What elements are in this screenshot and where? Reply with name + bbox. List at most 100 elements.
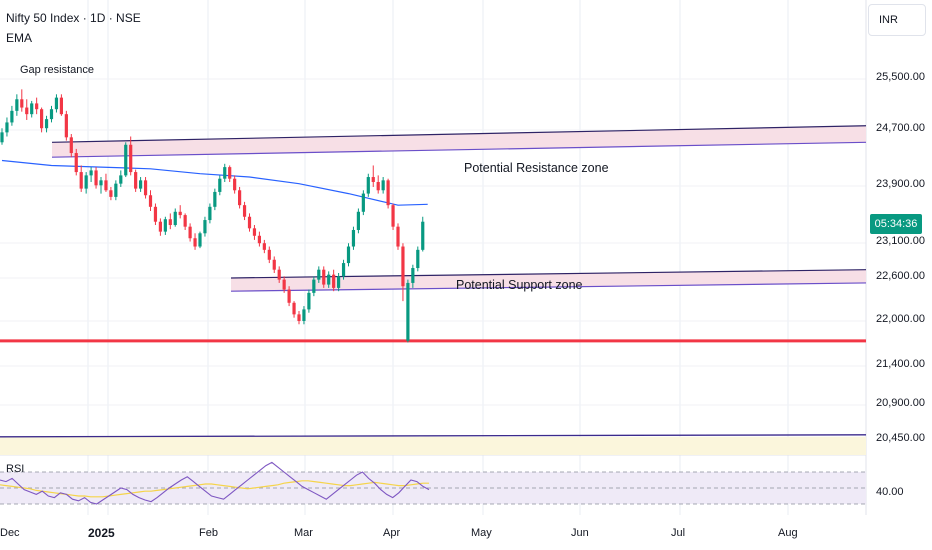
candle [124,142,128,178]
candle [411,264,415,288]
candle-body [401,246,405,287]
candle [351,226,356,250]
candle [114,180,118,201]
candle-body [109,190,113,197]
candle [406,279,410,343]
candle [40,107,44,133]
candle [20,89,24,112]
candle-body [238,190,242,206]
candle-body [262,243,266,250]
candle-body [223,167,227,179]
candle [218,175,222,196]
candle-body [208,206,212,221]
candle-body [391,205,395,227]
candle [322,266,326,288]
candle [252,225,257,240]
candle-body [282,279,286,290]
candle [134,169,138,192]
candle [139,177,143,192]
candle [35,97,39,115]
rsi-layer [0,461,866,505]
support-zone-label: Potential Support zone [456,278,583,292]
candle-body [49,109,54,120]
support-zone-fill [231,269,866,292]
candle [30,100,34,118]
candle [238,186,242,209]
price-label: 22,600.00 [876,270,925,282]
price-label: 25,500.00 [876,71,925,83]
candle-body [148,195,153,207]
resistance-zone-bottom [51,141,867,158]
symbol-title[interactable]: Nifty 50 Index · 1D · NSE [6,11,141,25]
candle-body [153,206,158,222]
candle [94,167,98,189]
time-label-aug: Aug [778,527,798,539]
candle-body [233,178,237,191]
candle [247,213,252,232]
price-label: 24,700.00 [876,122,925,134]
price-label: 21,400.00 [876,358,925,370]
candle [391,203,395,230]
candle [54,94,59,113]
candle [361,190,365,216]
candle [158,218,162,236]
resistance-zone-label: Potential Resistance zone [464,161,609,175]
candle-body [178,211,182,216]
candle-body [44,119,49,129]
candle-body [416,249,420,269]
candle [341,259,346,280]
candle-body [84,175,88,189]
candle-body [371,177,375,182]
candle-body [124,144,128,176]
price-label: 20,900.00 [876,397,925,409]
candle-body [351,229,356,247]
candle-body [25,107,29,115]
candle-body [89,170,93,176]
rsi-label[interactable]: RSI [6,463,25,475]
candle-body [381,180,385,191]
candle [59,94,63,116]
candle [148,190,153,211]
candle [421,216,425,252]
candle-body [114,183,118,197]
candle [0,128,4,145]
candle-body [421,221,425,250]
candle [153,203,158,226]
candle-body [297,314,301,321]
candle [198,231,202,249]
candle-body [322,269,326,285]
candle-body [59,97,63,115]
candle [267,246,271,264]
candle-body [267,249,271,260]
candle-body [198,233,202,247]
candle-body [203,220,207,234]
candle-body [15,99,19,111]
time-label-jul: Jul [671,527,686,539]
zones-layer [0,125,867,455]
candle-body [337,276,341,288]
price-label: 23,900.00 [876,178,925,190]
candle [5,117,9,137]
ema-indicator-label[interactable]: EMA [6,31,33,45]
currency-button[interactable]: INR [868,4,926,36]
candle [277,266,281,283]
candle [213,188,217,211]
time-label-dec: Dec [0,527,20,539]
candle-body [188,226,192,239]
candle-body [158,221,162,232]
currency-label: INR [879,14,898,26]
candle [104,173,108,192]
candle [297,311,301,325]
candle [327,271,331,288]
candle-body [361,193,365,212]
candle [109,186,113,201]
candle-body [30,103,34,115]
time-label-mar: Mar [294,527,313,539]
candle [396,223,400,250]
candle [49,105,54,123]
candle-body [341,263,346,277]
candle-body [257,235,261,244]
candle-body [252,228,257,236]
rsi-ma-line [0,480,429,498]
candle-body [327,274,331,285]
